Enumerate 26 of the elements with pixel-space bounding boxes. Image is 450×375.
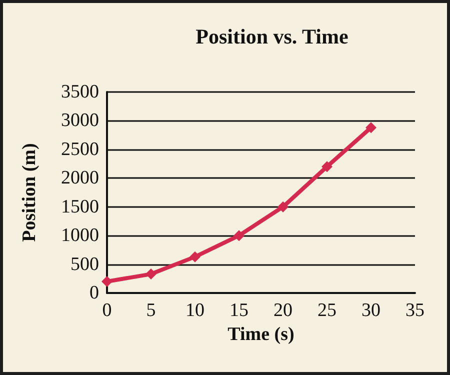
point <box>190 251 200 262</box>
chart-title: Position vs. Time <box>196 24 348 48</box>
y-tick-label: 2000 <box>61 168 99 189</box>
x-tick-label: 10 <box>186 300 204 321</box>
point <box>278 201 288 212</box>
point <box>322 161 332 172</box>
y-tick-label: 1500 <box>61 196 99 218</box>
y-tick-label: 500 <box>70 254 99 275</box>
y-axis-title: Position (m) <box>19 143 40 242</box>
y-tick-label: 3500 <box>61 82 99 102</box>
x-tick-label: 5 <box>146 300 156 321</box>
y-tick-label: 1000 <box>61 225 99 246</box>
y-tick-label: 0 <box>90 282 99 304</box>
x-tick-label: 0 <box>102 300 112 321</box>
point <box>102 276 112 288</box>
point <box>146 268 156 280</box>
x-axis-title: Time (s) <box>228 324 294 345</box>
x-tick-label: 35 <box>406 300 424 321</box>
x-tick-label: 25 <box>318 300 336 321</box>
x-tick-label: 15 <box>230 300 248 321</box>
point <box>366 122 376 134</box>
y-tick-label: 3000 <box>61 110 99 132</box>
y-tick-label: 2500 <box>61 138 99 160</box>
x-tick-label: 20 <box>274 300 292 321</box>
x-tick-label: 30 <box>362 300 380 321</box>
point <box>234 230 244 242</box>
